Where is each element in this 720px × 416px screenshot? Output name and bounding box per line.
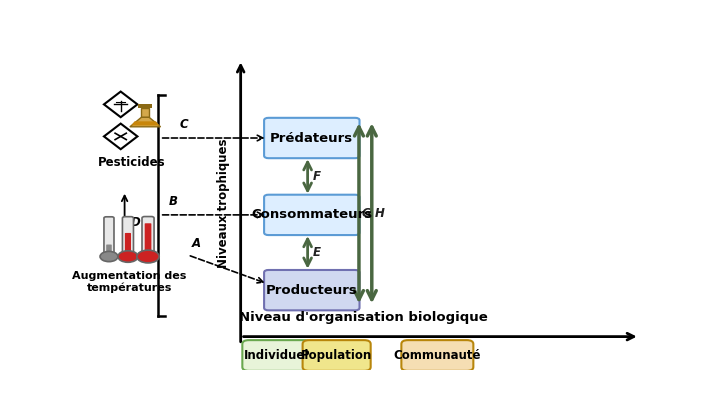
FancyBboxPatch shape — [302, 340, 371, 371]
Text: Individuel: Individuel — [243, 349, 309, 362]
FancyBboxPatch shape — [138, 104, 153, 108]
Text: Niveau d'organisation biologique: Niveau d'organisation biologique — [239, 311, 487, 324]
Polygon shape — [104, 124, 138, 149]
Circle shape — [100, 251, 118, 262]
Text: Augmentation des
températures: Augmentation des températures — [73, 271, 186, 293]
FancyBboxPatch shape — [104, 217, 114, 258]
Text: Pesticides: Pesticides — [98, 156, 166, 168]
Text: Population: Population — [301, 349, 372, 362]
FancyBboxPatch shape — [243, 340, 310, 371]
FancyBboxPatch shape — [145, 223, 151, 257]
FancyBboxPatch shape — [122, 217, 133, 258]
FancyBboxPatch shape — [264, 195, 359, 235]
FancyBboxPatch shape — [106, 245, 112, 257]
Text: Niveaux trophiques: Niveaux trophiques — [217, 139, 230, 268]
Text: A: A — [192, 237, 201, 250]
FancyBboxPatch shape — [125, 233, 131, 257]
Polygon shape — [104, 92, 138, 117]
Text: Consommateurs: Consommateurs — [251, 208, 372, 221]
Text: G: G — [361, 207, 372, 220]
Text: F: F — [313, 170, 321, 183]
Polygon shape — [132, 121, 159, 126]
FancyBboxPatch shape — [264, 270, 359, 310]
FancyBboxPatch shape — [264, 118, 359, 158]
Polygon shape — [130, 117, 161, 127]
Text: D: D — [131, 216, 140, 229]
Text: Prédateurs: Prédateurs — [270, 131, 354, 144]
FancyBboxPatch shape — [401, 340, 473, 371]
Text: Producteurs: Producteurs — [266, 284, 358, 297]
Circle shape — [118, 251, 138, 262]
Text: H: H — [374, 207, 384, 220]
Circle shape — [137, 250, 159, 263]
Text: B: B — [169, 195, 179, 208]
FancyBboxPatch shape — [142, 217, 154, 258]
Text: Communauté: Communauté — [394, 349, 481, 362]
Text: C: C — [179, 118, 188, 131]
Text: E: E — [313, 246, 321, 259]
FancyBboxPatch shape — [141, 108, 149, 117]
